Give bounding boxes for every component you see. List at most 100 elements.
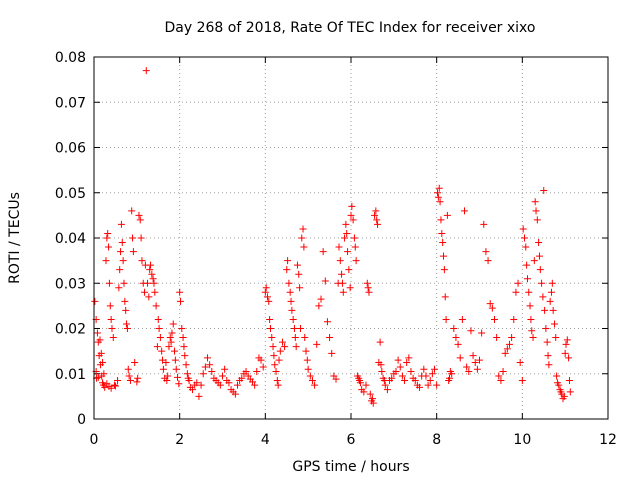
data-point <box>484 257 492 265</box>
data-point <box>261 288 269 296</box>
data-point <box>505 340 513 348</box>
data-point <box>452 334 460 342</box>
data-point <box>150 279 158 287</box>
data-point <box>442 315 450 323</box>
data-point <box>171 347 179 355</box>
data-point <box>136 216 144 224</box>
data-point <box>242 367 250 375</box>
data-point <box>328 349 336 357</box>
data-point <box>268 334 276 342</box>
data-point <box>206 361 214 369</box>
data-point <box>180 343 188 351</box>
data-point <box>109 334 117 342</box>
data-point <box>283 266 291 274</box>
data-point <box>401 377 409 385</box>
data-point <box>123 320 131 328</box>
data-point <box>555 381 563 389</box>
data-point <box>450 325 458 332</box>
data-point <box>276 347 284 355</box>
data-point <box>94 373 102 381</box>
data-point <box>522 243 530 251</box>
data-point <box>164 372 172 380</box>
data-point <box>111 382 119 390</box>
data-point <box>411 377 419 385</box>
data-point <box>420 365 428 373</box>
data-point <box>437 216 445 224</box>
data-point <box>154 315 162 323</box>
data-point <box>134 374 142 382</box>
data-point <box>523 261 531 269</box>
data-point <box>461 207 469 215</box>
data-point <box>530 257 538 265</box>
data-point <box>266 325 274 332</box>
data-point <box>129 234 137 242</box>
data-point <box>302 347 310 355</box>
data-point <box>465 367 473 375</box>
data-point <box>552 334 560 342</box>
data-point <box>407 367 415 375</box>
data-point <box>121 297 129 305</box>
data-point <box>486 300 494 308</box>
data-point <box>341 234 349 242</box>
data-point <box>135 211 143 219</box>
data-point <box>344 248 352 256</box>
data-point <box>351 243 359 251</box>
data-point <box>122 306 130 314</box>
data-point <box>446 374 454 382</box>
data-point <box>177 297 185 305</box>
data-point <box>251 381 259 389</box>
data-point <box>336 257 344 265</box>
data-point <box>405 354 413 362</box>
data-point <box>535 239 543 247</box>
data-point <box>153 343 161 351</box>
data-point <box>519 225 527 233</box>
data-point <box>471 358 479 366</box>
data-point <box>352 257 360 265</box>
x-tick-label: 0 <box>90 432 99 448</box>
data-point <box>284 257 292 265</box>
data-point <box>438 229 446 237</box>
data-point <box>381 381 389 389</box>
data-point <box>516 358 524 366</box>
data-point <box>287 297 295 305</box>
data-point <box>147 261 155 269</box>
data-point <box>478 329 486 337</box>
x-tick-label: 10 <box>513 432 531 448</box>
y-tick-label: 0.02 <box>55 322 86 338</box>
data-point <box>434 189 442 197</box>
chart-title: Day 268 of 2018, Rate Of TEC Index for r… <box>165 20 536 36</box>
x-tick-label: 12 <box>599 432 617 448</box>
data-point <box>435 184 443 192</box>
data-point <box>299 225 307 233</box>
data-point <box>362 381 370 389</box>
data-point <box>158 347 166 355</box>
data-point <box>371 211 379 219</box>
data-point <box>285 279 293 287</box>
data-point <box>431 365 439 373</box>
data-point <box>296 284 304 292</box>
data-point <box>238 374 246 382</box>
data-point <box>520 234 528 242</box>
data-point <box>473 365 481 373</box>
data-point <box>338 270 346 278</box>
data-point <box>107 384 115 392</box>
data-point <box>369 399 377 407</box>
data-point <box>383 386 391 394</box>
data-point <box>439 239 447 247</box>
y-tick-label: 0.03 <box>55 276 86 292</box>
data-point <box>398 372 406 380</box>
data-point <box>293 261 301 269</box>
data-point <box>463 363 471 371</box>
data-point <box>518 377 526 385</box>
data-point <box>548 279 556 287</box>
data-point <box>306 372 314 380</box>
data-point <box>499 367 507 375</box>
data-point <box>536 266 544 274</box>
data-point <box>338 279 346 287</box>
x-tick-label: 8 <box>432 432 441 448</box>
data-point <box>549 306 557 314</box>
data-point <box>262 284 270 292</box>
data-point <box>145 293 153 301</box>
data-point <box>378 367 386 375</box>
